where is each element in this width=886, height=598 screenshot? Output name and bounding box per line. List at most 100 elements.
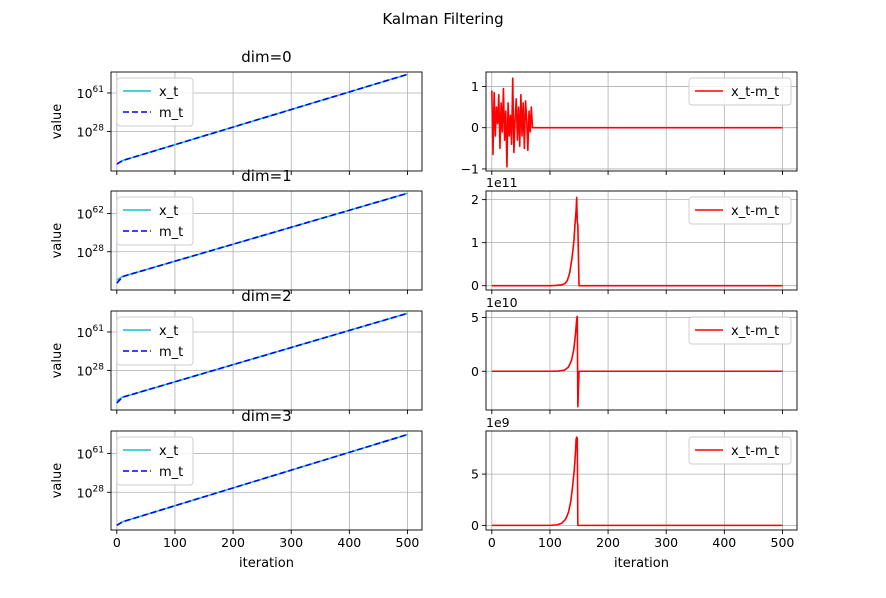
axes-frame — [110, 430, 423, 531]
x-tick-label: 300 — [279, 535, 303, 550]
y-tick-exponent: 28 — [93, 123, 105, 133]
y-tick-label: 1 — [471, 235, 479, 250]
x-tick-label: 200 — [596, 535, 620, 550]
legend-label: x_t — [159, 85, 178, 100]
series-line-m_t — [116, 73, 408, 165]
legend-box — [116, 196, 194, 246]
legend: x_t-m_t — [688, 316, 792, 345]
subplot-diff-3: 0 100 200 300 400 500 0 5 1e9 iteration x_t-m_t — [471, 415, 798, 571]
legend-label: x_t-m_t — [731, 324, 779, 339]
axes-frame — [485, 310, 798, 411]
y-tick-label: 1062 — [77, 206, 104, 222]
axes-frame — [110, 190, 423, 291]
y-tick-exponent: 62 — [93, 206, 104, 216]
legend: x_t m_t — [116, 316, 194, 366]
legend-label: x_t — [159, 324, 178, 339]
y-tick-exponent: 61 — [93, 324, 104, 334]
subplot-log-0: 1028 1061 dim=0 value x_t m_t — [50, 48, 423, 175]
legend-box — [116, 77, 194, 127]
legend-label: x_t-m_t — [731, 204, 779, 219]
legend-box — [116, 436, 194, 486]
series-line-x_t-m_t — [491, 196, 783, 287]
legend: x_t-m_t — [688, 436, 792, 465]
legend-label: x_t — [159, 204, 178, 219]
y-tick-label: 5 — [471, 467, 479, 482]
x-tick-label: 0 — [488, 535, 496, 550]
subplot-log-2: 1028 1061 dim=2 value x_t m_t — [50, 287, 423, 414]
legend-label: x_t — [159, 444, 178, 459]
figure-suptitle: Kalman Filtering — [382, 10, 503, 28]
legend: x_t m_t — [116, 196, 194, 246]
series-line-x_t — [116, 192, 408, 281]
legend-box — [688, 77, 792, 106]
subplot-diff-2: 0 5 1e10 x_t-m_t — [471, 295, 798, 414]
x-tick-label: 300 — [654, 535, 678, 550]
y-axis-label: value — [50, 223, 65, 259]
y-tick-label: 1061 — [77, 445, 104, 461]
y-tick-label: 0 — [471, 518, 479, 533]
y-tick-label: 1061 — [77, 324, 104, 340]
axis-multiplier: 1e11 — [486, 175, 518, 190]
y-tick-label: 1061 — [77, 85, 104, 101]
y-tick-exponent: 61 — [93, 85, 104, 95]
y-tick-exponent: 28 — [93, 484, 105, 494]
axis-multiplier: 1e9 — [486, 415, 510, 430]
legend: x_t m_t — [116, 436, 194, 486]
subplot-log-1: 1028 1062 dim=1 value x_t m_t — [50, 167, 423, 294]
series-line-x_t-m_t — [491, 77, 783, 168]
axes-frame — [485, 71, 798, 172]
series-line-x_t-m_t — [491, 436, 783, 527]
y-tick-label: 0 — [471, 278, 479, 293]
legend-box — [116, 316, 194, 366]
x-tick-label: 500 — [771, 535, 795, 550]
subplot-title: dim=3 — [241, 407, 291, 425]
y-tick-label: 1028 — [77, 362, 105, 378]
legend: x_t-m_t — [688, 77, 792, 106]
x-tick-label: 0 — [113, 535, 121, 550]
x-tick-label: 200 — [221, 535, 245, 550]
series-line-x_t-m_t — [491, 315, 783, 408]
legend-label: x_t-m_t — [731, 85, 779, 100]
y-tick-label: 2 — [471, 192, 479, 207]
x-axis-label: iteration — [239, 556, 294, 571]
legend-box — [688, 196, 792, 225]
series-line-m_t — [116, 312, 408, 404]
axes-frame — [110, 71, 423, 172]
legend-label: m_t — [159, 225, 183, 240]
axes-frame — [110, 310, 423, 411]
legend-label: m_t — [159, 106, 183, 121]
y-tick-label: 1028 — [77, 244, 105, 260]
subplot-diff-0: −1 0 1 x_t-m_t — [461, 71, 798, 176]
x-tick-label: 100 — [163, 535, 187, 550]
legend-label: x_t-m_t — [731, 444, 779, 459]
series-line-x_t — [116, 312, 408, 402]
subplot-diff-1: 0 1 2 1e11 x_t-m_t — [471, 175, 798, 294]
legend-box — [688, 436, 792, 465]
axes-frame — [485, 430, 798, 531]
x-tick-label: 400 — [712, 535, 736, 550]
y-tick-label: 1 — [471, 79, 479, 94]
legend: x_t m_t — [116, 77, 194, 127]
subplot-title: dim=0 — [241, 48, 291, 66]
y-axis-label: value — [50, 463, 65, 499]
y-axis-label: value — [50, 104, 65, 140]
legend-label: m_t — [159, 465, 183, 480]
x-tick-label: 400 — [337, 535, 361, 550]
axes-frame — [485, 190, 798, 291]
y-tick-label: 1028 — [77, 123, 105, 139]
axis-multiplier: 1e10 — [486, 295, 518, 310]
y-axis-label: value — [50, 343, 65, 379]
series-line-m_t — [116, 192, 408, 284]
y-tick-exponent: 28 — [93, 244, 105, 254]
subplot-title: dim=2 — [241, 287, 291, 305]
subplot-log-3: 0 100 200 300 400 500 1028 1061 dim=3 value iterat… — [50, 407, 423, 571]
y-tick-exponent: 61 — [93, 445, 104, 455]
subplot-title: dim=1 — [241, 167, 291, 185]
series-line-m_t — [116, 433, 408, 526]
x-tick-label: 500 — [396, 535, 420, 550]
legend-label: m_t — [159, 345, 183, 360]
legend: x_t-m_t — [688, 196, 792, 225]
y-tick-label: 5 — [471, 310, 479, 325]
